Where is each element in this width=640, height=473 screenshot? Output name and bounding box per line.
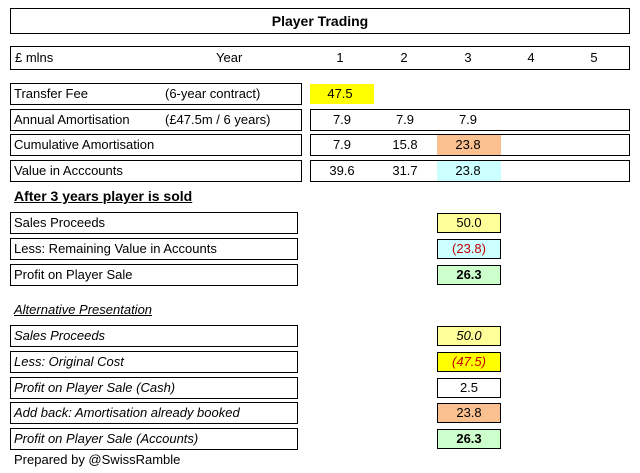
alt-addback-label: Add back: Amortisation already booked xyxy=(14,405,240,420)
alt-proceeds-label: Sales Proceeds xyxy=(14,328,106,343)
alt-cash-label-box xyxy=(10,377,298,399)
header-row xyxy=(10,46,630,70)
sold-heading: After 3 years player is sold xyxy=(14,188,193,204)
annual-amort-y1: 7.9 xyxy=(332,112,352,127)
alt-cost-value-box xyxy=(437,352,501,372)
sale-profit-value-box xyxy=(437,265,501,285)
alt-accounts-value-box xyxy=(437,429,501,449)
alt-heading: Alternative Presentation xyxy=(14,302,153,317)
row-annual-amort-label: Annual Amortisation xyxy=(14,112,130,127)
cum-amort-y2: 15.8 xyxy=(392,137,418,152)
year-3: 3 xyxy=(464,50,472,65)
alt-cost-value: (47.5) xyxy=(452,354,486,369)
row-annual-amort-label-box xyxy=(10,109,302,131)
value-y1: 39.6 xyxy=(329,163,355,178)
unit-label: £ mlns xyxy=(15,50,54,65)
value-y2: 31.7 xyxy=(392,163,418,178)
annual-amort-y3: 7.9 xyxy=(458,112,478,127)
sale-remaining-value: (23.8) xyxy=(452,241,486,256)
sale-proceeds-value: 50.0 xyxy=(456,215,482,230)
row-cum-amort-label-box xyxy=(10,134,302,156)
alt-cost-label-box xyxy=(10,351,298,373)
alt-cash-value-box xyxy=(437,378,501,398)
sale-proceeds-label-box xyxy=(10,212,298,234)
alt-accounts-label-box xyxy=(10,428,298,450)
sale-remaining-label: Less: Remaining Value in Accounts xyxy=(14,241,217,256)
row-value-label: Value in Acccounts xyxy=(14,163,123,178)
sale-profit-label: Profit on Player Sale xyxy=(14,267,133,282)
alt-proceeds-value-box xyxy=(437,326,501,346)
alt-addback-label-box xyxy=(10,402,298,424)
row-annual-amort-values-box xyxy=(310,109,630,131)
cum-amort-y3: 23.8 xyxy=(455,137,481,152)
sale-remaining-value-box xyxy=(437,239,501,259)
year-2: 2 xyxy=(400,50,408,65)
alt-accounts-value: 26.3 xyxy=(456,431,482,446)
year-4: 4 xyxy=(527,50,535,65)
sale-proceeds-value-box xyxy=(437,213,501,233)
value-y3: 23.8 xyxy=(455,163,481,178)
alt-addback-value: 23.8 xyxy=(456,405,482,420)
sale-proceeds-label: Sales Proceeds xyxy=(14,215,106,230)
year-5: 5 xyxy=(590,50,598,65)
row-value-label-box xyxy=(10,160,302,182)
row-transfer-fee-label-box xyxy=(10,83,302,105)
alt-proceeds-label-box xyxy=(10,325,298,347)
annual-amort-y2: 7.9 xyxy=(395,112,415,127)
value-y3-cell xyxy=(437,161,501,181)
row-annual-amort-note: (£47.5m / 6 years) xyxy=(165,112,271,127)
page-title: Player Trading xyxy=(271,13,369,29)
sale-remaining-label-box xyxy=(10,238,298,260)
alt-cash-value: 2.5 xyxy=(459,380,479,395)
alt-proceeds-value: 50.0 xyxy=(456,328,482,343)
alt-cash-label: Profit on Player Sale (Cash) xyxy=(14,380,176,395)
cum-amort-y1: 7.9 xyxy=(332,137,352,152)
footer-credit: Prepared by @SwissRamble xyxy=(14,452,181,467)
title-box xyxy=(10,8,630,34)
row-transfer-fee-note: (6-year contract) xyxy=(165,86,261,101)
sale-profit-label-box xyxy=(10,264,298,286)
alt-accounts-label: Profit on Player Sale (Accounts) xyxy=(14,431,199,446)
alt-cost-label: Less: Original Cost xyxy=(14,354,124,369)
cum-amort-y3-cell xyxy=(437,135,501,155)
year-1: 1 xyxy=(336,50,344,65)
year-label: Year xyxy=(216,50,243,65)
transfer-fee-y1: 47.5 xyxy=(327,86,353,101)
row-transfer-fee-label: Transfer Fee xyxy=(14,86,88,101)
alt-addback-value-box xyxy=(437,403,501,423)
row-cum-amort-label: Cumulative Amortisation xyxy=(14,137,155,152)
sale-profit-value: 26.3 xyxy=(456,267,482,282)
transfer-fee-y1-cell xyxy=(310,84,374,104)
